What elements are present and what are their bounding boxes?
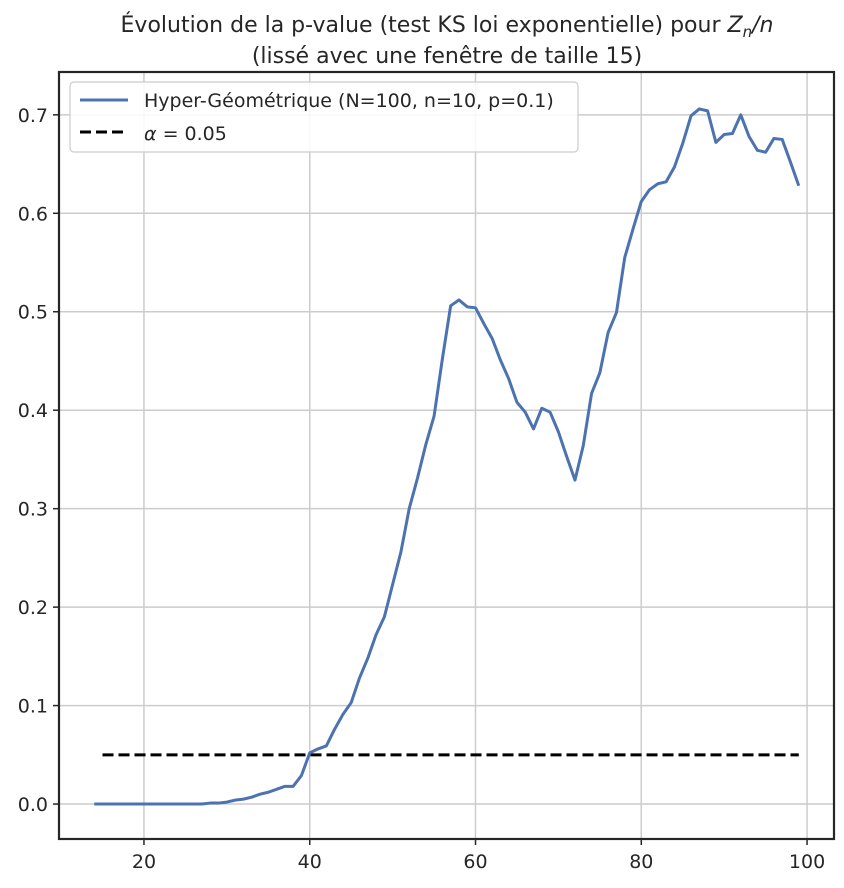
legend-alpha-value: = 0.05 (157, 123, 227, 145)
title-prefix: Évolution de la p-value (test KS loi exp… (121, 12, 728, 38)
chart-title-line2: (lissé avec une fenêtre de taille 15) (252, 44, 642, 69)
x-tick-label: 60 (463, 851, 487, 873)
y-tick-label: 0.3 (18, 499, 48, 521)
y-tick-label: 0.6 (18, 203, 48, 225)
y-tick-label: 0.0 (18, 794, 48, 816)
axis-ticks: 20 40 60 80 100 0.0 0.1 0.2 0.3 0.4 0.5 0.6 0.7 (18, 105, 825, 873)
series-line-hypergeometric (94, 107, 801, 806)
title-math-sub: n (743, 23, 753, 41)
plot-frame (57, 70, 836, 841)
y-tick-label: 0.2 (18, 597, 48, 619)
x-tick-label: 100 (789, 851, 825, 873)
legend-box (69, 81, 579, 153)
y-tick-label: 0.7 (18, 105, 48, 127)
chart-title-line1: Évolution de la p-value (test KS loi exp… (121, 12, 774, 41)
title-math: Z (727, 13, 744, 38)
y-tick-label: 0.1 (18, 696, 48, 718)
y-tick-label: 0.4 (18, 400, 48, 422)
series-layer (94, 107, 801, 806)
x-tick-label: 40 (298, 851, 322, 873)
x-tick-label: 20 (132, 851, 156, 873)
legend-alpha-symbol: α (144, 123, 157, 145)
x-tick-label: 80 (629, 851, 653, 873)
title-math-suffix: /n (750, 13, 773, 38)
legend-label-series-2: α = 0.05 (144, 123, 227, 145)
plot-area (59, 72, 834, 839)
y-tick-label: 0.5 (18, 302, 48, 324)
legend: Hyper-Géométrique (N=100, n=10, p=0.1) α… (69, 81, 579, 153)
grid (59, 72, 834, 839)
legend-label-series-1: Hyper-Géométrique (N=100, n=10, p=0.1) (144, 90, 554, 112)
